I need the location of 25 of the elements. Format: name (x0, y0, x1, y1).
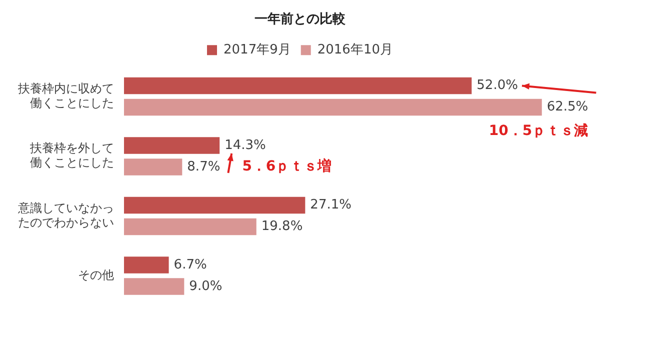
data-label: 27.1% (310, 198, 352, 213)
annotation: 10．5ｐｔｓ減 (488, 122, 588, 139)
annotation: 5．6ｐｔｓ増 (242, 158, 332, 175)
data-label: 6.7% (174, 257, 207, 272)
bar (124, 98, 542, 116)
bar (124, 196, 306, 214)
y-tick-label: 意識していなかったのでわからない (17, 200, 114, 230)
y-tick-label: その他 (78, 268, 114, 282)
bar (124, 278, 184, 295)
y-tick-label: 扶養枠を外して働くことにした (29, 141, 114, 170)
data-label: 9.0% (189, 278, 222, 294)
bar (124, 158, 182, 176)
data-label: 62.5% (546, 100, 588, 115)
bar (124, 77, 472, 94)
bar (124, 137, 220, 154)
bar (124, 218, 256, 236)
y-tick-label: 扶養枠内に収めて働くことにした (17, 81, 114, 110)
data-label: 52.0% (476, 78, 518, 94)
legend-label: 2017年9月 (224, 42, 291, 58)
legend-label: 2016年10月 (317, 42, 394, 58)
data-label: 14.3% (224, 138, 266, 153)
data-label: 19.8% (261, 219, 303, 234)
bar (124, 256, 169, 274)
data-label: 8.7% (187, 159, 220, 174)
chart-title: 一年前との比較 (254, 12, 346, 28)
